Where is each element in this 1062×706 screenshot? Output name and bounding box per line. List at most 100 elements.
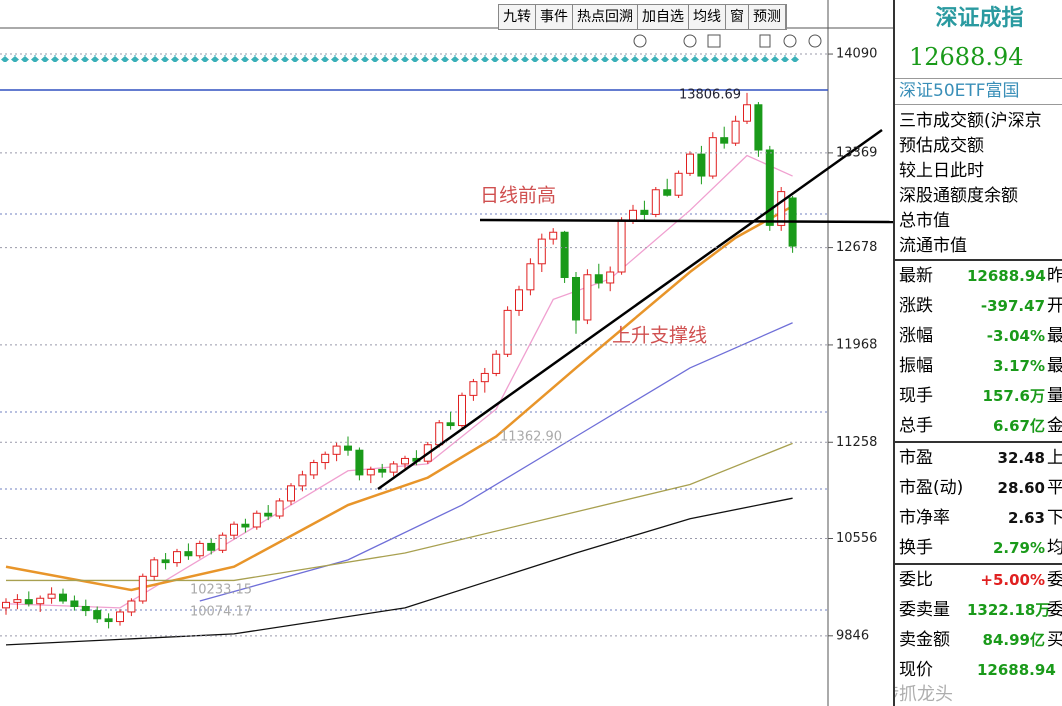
quote-key: 总手 <box>899 416 933 436</box>
candle-body <box>503 309 512 355</box>
candle-body <box>47 593 56 599</box>
candle-body <box>150 559 159 577</box>
y-tick-label: 9846 <box>836 628 869 643</box>
candle-body <box>13 599 22 603</box>
dash-lines <box>0 213 828 611</box>
signal-diamonds <box>0 55 800 62</box>
y-tick-label: 11968 <box>836 337 877 352</box>
moving-average <box>5 154 793 609</box>
toolbar-button[interactable]: 九转 <box>499 5 536 29</box>
candle-body <box>161 559 170 564</box>
quote-value: 28.60 <box>997 479 1045 497</box>
quote-side: 最 <box>1045 351 1062 381</box>
icon[interactable] <box>707 34 721 48</box>
quote-key: 换手 <box>899 538 933 558</box>
candle-body <box>173 551 181 564</box>
y-tick-label: 12678 <box>836 240 877 255</box>
candle-body <box>59 593 67 602</box>
candle-body <box>366 468 375 476</box>
quote-side: 上 <box>1045 443 1062 473</box>
candle-body <box>378 468 387 473</box>
icon[interactable] <box>683 34 697 48</box>
candle-body <box>720 137 729 144</box>
candle-body <box>469 381 478 396</box>
candle-body <box>617 219 626 273</box>
candle-body <box>127 600 136 613</box>
candle-body <box>594 274 603 284</box>
quote-row: 最新 12688.94昨 <box>895 261 1062 291</box>
candle-body <box>446 422 455 427</box>
candle-body <box>777 191 786 226</box>
candle-body <box>686 153 694 174</box>
candle-body <box>765 149 774 226</box>
icon[interactable] <box>808 34 822 48</box>
y-tick-label: 10556 <box>836 531 877 546</box>
icon[interactable] <box>633 34 647 48</box>
candle-body <box>640 209 649 215</box>
quote-row: 涨跌 -397.47开 <box>895 291 1062 321</box>
quote-key: 委比 <box>899 570 933 590</box>
quote-row: 委比 +5.00%委 <box>895 565 1062 595</box>
quote-value: 32.48 <box>997 449 1045 467</box>
prior-high-line <box>479 218 893 224</box>
quote-row: 卖金额 84.99亿买 <box>895 625 1062 655</box>
quote-key: 市盈 <box>899 448 933 468</box>
candle-body <box>93 610 102 620</box>
candle-body <box>207 542 216 551</box>
quote-value: 2.63 <box>1007 509 1045 527</box>
quote-row: 委卖量 1322.18万委 <box>895 595 1062 625</box>
quote-side: 最 <box>1045 321 1062 351</box>
quote-value: 3.17% <box>992 357 1045 375</box>
quote-key: 市盈(动) <box>899 478 964 498</box>
candle-body <box>629 209 637 221</box>
candle-body <box>138 575 147 602</box>
tool-icons[interactable] <box>633 34 822 48</box>
toolbar-button[interactable]: 预测 <box>749 5 786 29</box>
candle-body <box>560 231 569 278</box>
y-tick-label: 14090 <box>836 47 877 62</box>
candle-body <box>309 462 318 476</box>
candle-body <box>458 394 466 427</box>
icon[interactable] <box>759 34 771 48</box>
candle-body <box>537 238 546 265</box>
toolbar: 九转 事件 热点回溯 加自选 均线窗预测 <box>498 4 787 30</box>
quote-panel: 深证成指 12688.94 深证50ETF富国 三市成交额(沪深京 预估成交额 较上… <box>893 0 1062 706</box>
etf-name[interactable]: 深证50ETF富国 <box>895 78 1062 105</box>
plot <box>2 92 797 646</box>
y-tick-label: 13369 <box>836 145 877 160</box>
candle-body <box>241 523 250 528</box>
high-label: 13806.69 <box>679 87 741 102</box>
candle-body <box>298 474 307 487</box>
toolbar-button[interactable]: 均线 <box>689 5 726 29</box>
candle-body <box>583 274 592 321</box>
quote-key: 振幅 <box>899 356 933 376</box>
icon[interactable] <box>783 34 797 48</box>
candle-body <box>526 263 535 291</box>
signal-row <box>0 55 800 62</box>
quote-key: 卖金额 <box>899 630 950 650</box>
quote-row: 涨幅 -3.04%最 <box>895 321 1062 351</box>
range-label: 10074.17 <box>190 605 252 620</box>
candle-body <box>344 445 352 451</box>
toolbar-button[interactable]: 加自选 <box>638 5 689 29</box>
toolbar-button[interactable]: 热点回溯 <box>573 5 638 29</box>
quote-value: -3.04% <box>986 327 1045 345</box>
quote-row: 现手 157.6万量 <box>895 381 1062 411</box>
quote-side: 开 <box>1045 291 1062 321</box>
quote-value: 2.79% <box>992 539 1045 557</box>
candle-body <box>355 449 364 476</box>
quote-side: 量 <box>1045 381 1062 411</box>
candle-body <box>697 153 706 177</box>
quote-key: 最新 <box>899 266 933 286</box>
candle-body <box>275 500 284 517</box>
candle-body <box>549 231 558 240</box>
quote-key: 涨跌 <box>899 296 933 316</box>
quote-side: 下 <box>1045 503 1062 533</box>
quote-row: 换手 2.79%均 <box>895 533 1062 563</box>
toolbar-button[interactable]: 事件 <box>536 5 573 29</box>
quote-key: 涨幅 <box>899 326 933 346</box>
quote-value: 157.6万 <box>982 387 1045 405</box>
toolbar-button[interactable]: 窗 <box>726 5 749 29</box>
moving-average <box>5 205 794 592</box>
candle-body <box>264 512 273 517</box>
